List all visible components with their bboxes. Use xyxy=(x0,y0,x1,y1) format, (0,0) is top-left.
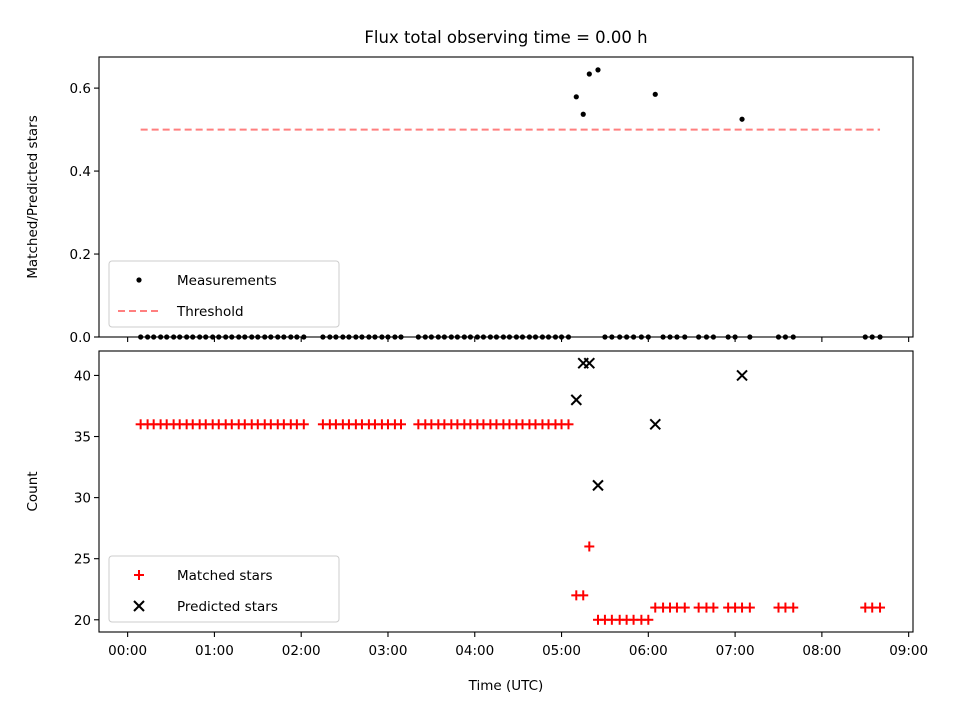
count-y-axis: 20 25 30 35 40 xyxy=(74,368,99,629)
legend-label: Threshold xyxy=(176,304,244,320)
legend-label: Predicted stars xyxy=(177,599,278,615)
matched-star-point xyxy=(563,419,574,430)
x-tick-label: 04:00 xyxy=(455,643,494,659)
matched-star-point xyxy=(578,590,589,601)
x-b xyxy=(570,394,582,406)
count-plot-frame xyxy=(98,350,914,633)
predicted-star-point xyxy=(649,418,661,431)
x-tick-label: 08:00 xyxy=(802,643,841,659)
count-x-axis: 00:00 01:00 02:00 03:00 04:00 05:00 06:00 07:00… xyxy=(108,632,928,659)
y-tick-label: 0.4 xyxy=(70,164,91,180)
legend-label: Matched stars xyxy=(177,568,273,584)
ratio-y-axis: 0.0 0.2 0.4 0.6 xyxy=(70,81,99,346)
ratio-plot-frame xyxy=(98,56,914,338)
y-tick-label: 0.2 xyxy=(70,247,91,263)
measurement-point xyxy=(595,67,601,73)
x-tick-label: 02:00 xyxy=(282,643,321,659)
measurement-point xyxy=(586,71,592,77)
ratio-y-axis-label: Matched/Predicted stars xyxy=(25,115,41,278)
x-b xyxy=(133,600,145,612)
x-tick-label: 07:00 xyxy=(716,643,755,659)
matched-star-point xyxy=(395,419,406,430)
matched-star-point xyxy=(744,602,755,613)
matched-star-point xyxy=(788,602,799,613)
y-tick-label: 0.0 xyxy=(70,330,91,346)
measurement-point xyxy=(580,111,586,117)
count-legend: Matched stars Predicted stars xyxy=(108,555,340,623)
matched-star-point xyxy=(298,419,309,430)
count-y-axis-label: Count xyxy=(25,471,41,511)
matched-star-point xyxy=(584,541,595,552)
predicted-star-point xyxy=(583,357,596,369)
ratio-panel: 0.0 0.2 0.4 0.6 Matched/Predicted stars Mea… xyxy=(25,56,914,346)
legend-box xyxy=(108,555,340,623)
count-marks xyxy=(135,357,886,625)
matched-star-point xyxy=(679,602,690,613)
chart-title: Flux total observing time = 0.00 h xyxy=(364,28,647,47)
count-panel: 20 25 30 35 40 00:00 01:00 02:00 03:00 04:00 05:0… xyxy=(25,350,928,694)
x-tick-label: 09:00 xyxy=(889,643,928,659)
y-tick-label: 30 xyxy=(74,491,91,507)
measurement-point xyxy=(739,116,745,122)
matched-star-point xyxy=(708,602,719,613)
measurement-point xyxy=(573,94,579,100)
y-tick-label: 0.6 xyxy=(70,81,91,97)
y-tick-label: 20 xyxy=(74,613,91,629)
y-tick-label: 35 xyxy=(74,430,91,446)
x-b xyxy=(583,357,596,369)
x-tick-label: 06:00 xyxy=(629,643,668,659)
x-tick-label: 05:00 xyxy=(542,643,581,659)
x-tick-label: 03:00 xyxy=(369,643,408,659)
x-b xyxy=(649,418,661,431)
x-b xyxy=(592,479,604,492)
legend-box xyxy=(108,260,340,328)
matched-star-point xyxy=(643,614,654,625)
y-tick-label: 40 xyxy=(74,368,91,384)
y-tick-label: 25 xyxy=(74,552,91,568)
predicted-star-point xyxy=(592,479,604,492)
ratio-legend: Measurements Threshold xyxy=(108,260,340,328)
x-tick-label: 00:00 xyxy=(108,643,147,659)
matched-star-point xyxy=(875,602,886,613)
legend-label: Measurements xyxy=(177,273,277,289)
legend-handle-matched xyxy=(134,570,144,580)
predicted-star-point xyxy=(570,394,582,406)
predicted-star-point xyxy=(736,369,748,382)
ratio-x-axis xyxy=(127,337,910,342)
x-b xyxy=(736,369,748,382)
measurement-point xyxy=(652,91,658,97)
x-axis-label: Time (UTC) xyxy=(468,678,544,694)
legend-handle-measurements xyxy=(136,277,142,283)
legend-handle-predicted xyxy=(133,600,145,612)
x-tick-label: 01:00 xyxy=(195,643,234,659)
